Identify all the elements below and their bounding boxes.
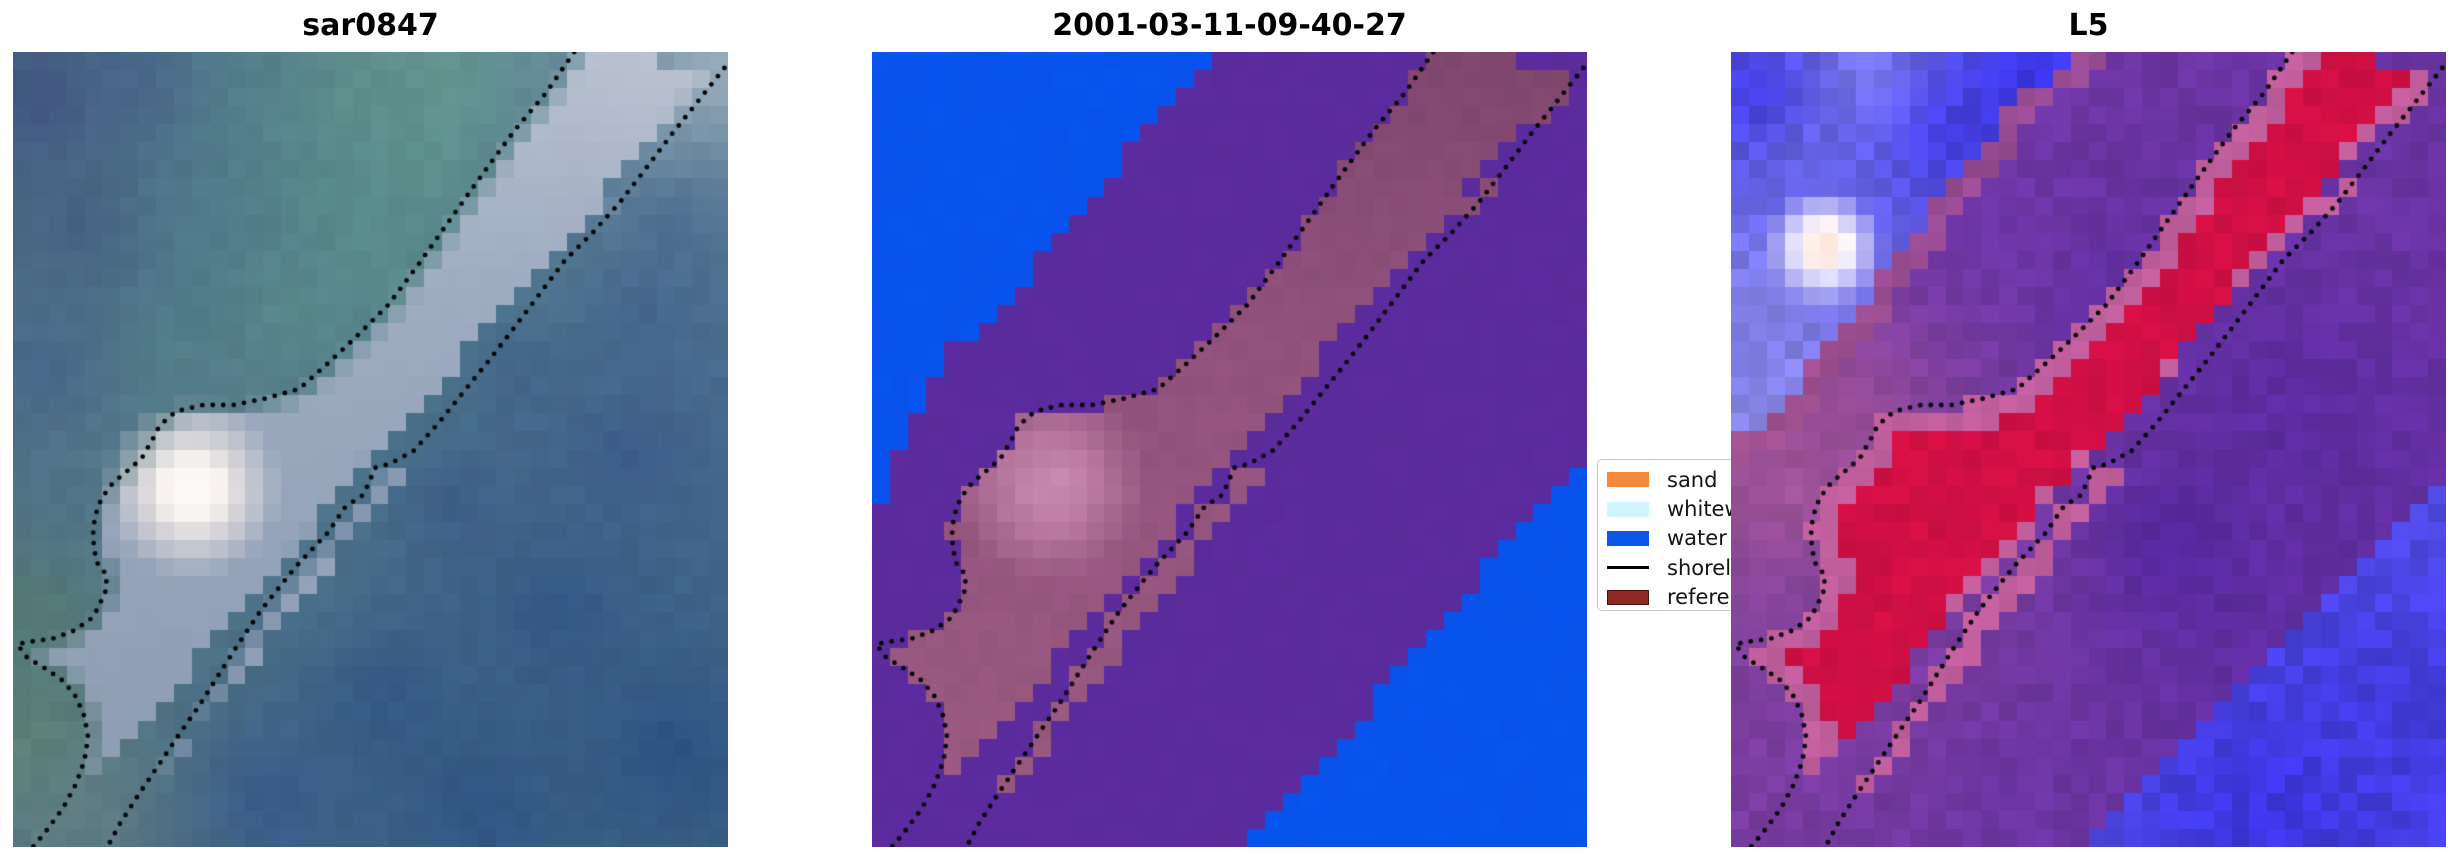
legend-label-shoreline: shoreli <box>1667 555 1737 580</box>
legend-item-whitewater: whitew <box>1598 494 1802 523</box>
shoreline-line-swatch <box>1607 566 1649 570</box>
legend-item-shoreline: shoreli <box>1598 553 1802 582</box>
whitewater-swatch <box>1607 501 1649 517</box>
legend-item-sand: sand <box>1598 465 1802 494</box>
panel-title-classification: 2001-03-11-09-40-27 <box>1052 8 1407 43</box>
panel-title-l5: L5 <box>2068 8 2109 43</box>
legend-label-sand: sand <box>1667 467 1718 492</box>
sand-swatch <box>1607 472 1649 488</box>
legend-label-water: water <box>1667 526 1727 551</box>
water-swatch <box>1607 530 1649 546</box>
reference-swatch <box>1607 589 1649 605</box>
panel-l5: L5 <box>1731 8 2446 847</box>
legend-label-reference: referen <box>1667 585 1743 610</box>
legend-item-reference: referen <box>1598 583 1802 612</box>
panel-title-sar0847: sar0847 <box>302 8 439 43</box>
legend-label-whitewater: whitew <box>1667 497 1742 522</box>
classification-image <box>872 52 1587 847</box>
legend-item-water: water <box>1598 524 1802 553</box>
panel-sar0847: sar0847 <box>13 8 728 847</box>
sar0847-image <box>13 52 728 847</box>
l5-image <box>1731 52 2446 847</box>
panel-classification: 2001-03-11-09-40-27 <box>872 8 1587 847</box>
